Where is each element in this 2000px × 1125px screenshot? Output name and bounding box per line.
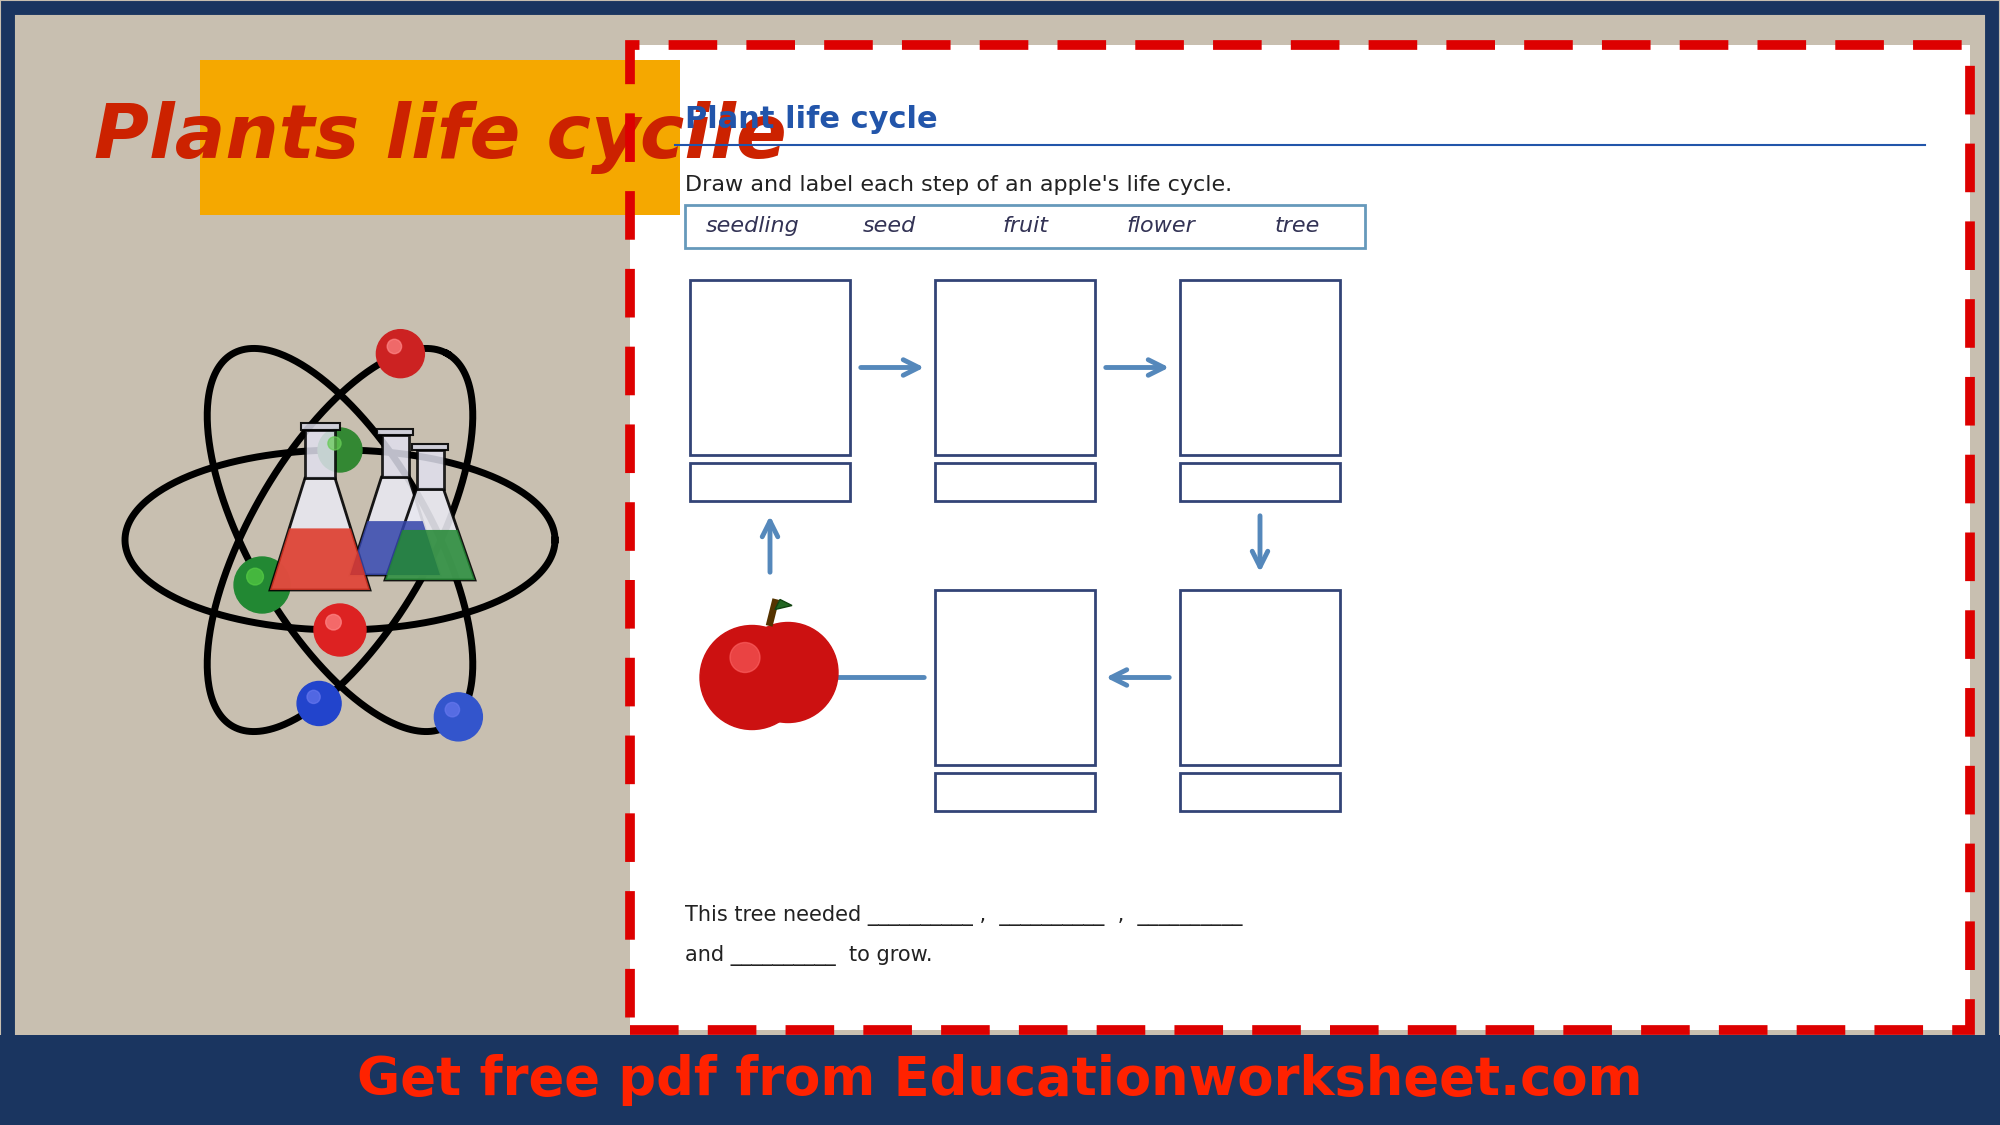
Text: fruit: fruit <box>1002 216 1048 236</box>
Bar <box>1180 590 1340 765</box>
Text: Plants life cycile: Plants life cycile <box>94 101 786 174</box>
Bar <box>630 45 1970 1030</box>
Bar <box>1180 464 1340 501</box>
Bar <box>200 60 680 215</box>
Bar <box>1180 773 1340 811</box>
Bar <box>300 423 340 430</box>
Circle shape <box>318 428 362 472</box>
Bar <box>690 464 850 501</box>
Polygon shape <box>270 529 370 590</box>
Bar <box>304 430 336 478</box>
Bar <box>416 450 444 489</box>
Text: tree: tree <box>1274 216 1320 236</box>
Circle shape <box>328 436 342 450</box>
Bar <box>936 464 1096 501</box>
Bar <box>1180 280 1340 454</box>
Circle shape <box>738 622 838 722</box>
Polygon shape <box>384 530 476 580</box>
Polygon shape <box>776 600 792 610</box>
Circle shape <box>700 626 804 729</box>
Circle shape <box>376 330 424 378</box>
Bar <box>936 590 1096 765</box>
Circle shape <box>326 614 342 630</box>
Text: Plant life cycle: Plant life cycle <box>684 106 938 135</box>
Text: seed: seed <box>862 216 916 236</box>
Polygon shape <box>350 477 440 575</box>
Bar <box>936 280 1096 454</box>
Polygon shape <box>270 478 370 590</box>
Text: Get free pdf from Educationworksheet.com: Get free pdf from Educationworksheet.com <box>358 1054 1642 1106</box>
Circle shape <box>446 702 460 717</box>
Text: and __________  to grow.: and __________ to grow. <box>684 945 932 965</box>
Circle shape <box>388 340 402 353</box>
Circle shape <box>314 604 366 656</box>
Bar <box>630 45 1970 1030</box>
Polygon shape <box>384 489 476 580</box>
Circle shape <box>298 682 342 726</box>
Circle shape <box>434 693 482 741</box>
Circle shape <box>234 557 290 613</box>
Bar <box>382 435 408 477</box>
Polygon shape <box>350 521 440 575</box>
Bar <box>690 280 850 454</box>
Text: flower: flower <box>1126 216 1196 236</box>
Circle shape <box>730 642 760 673</box>
Circle shape <box>306 691 320 703</box>
Text: Draw and label each step of an apple's life cycle.: Draw and label each step of an apple's l… <box>684 176 1232 195</box>
Circle shape <box>246 568 264 585</box>
Text: This tree needed __________ ,  __________  ,  __________: This tree needed __________ , __________… <box>684 904 1242 926</box>
Bar <box>378 429 412 435</box>
Bar <box>412 444 448 450</box>
Bar <box>0 1035 2000 1125</box>
Bar <box>684 205 1364 248</box>
Bar <box>936 773 1096 811</box>
Text: seedling: seedling <box>706 216 800 236</box>
